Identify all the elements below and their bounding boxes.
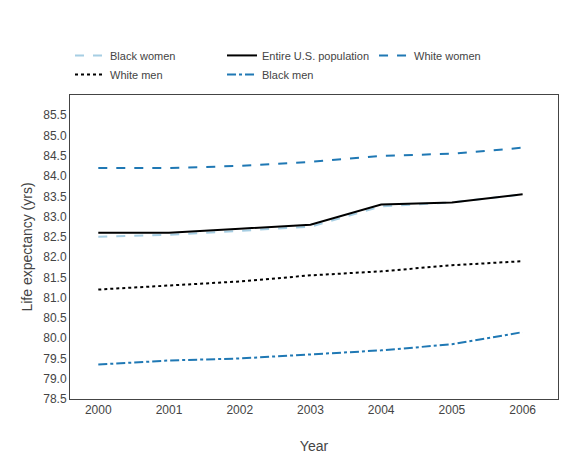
svg-text:85.0: 85.0 (43, 129, 67, 143)
svg-text:85.5: 85.5 (43, 108, 67, 122)
svg-text:2006: 2006 (509, 403, 536, 417)
svg-text:81.5: 81.5 (43, 271, 67, 285)
svg-text:White men: White men (110, 69, 163, 81)
svg-text:2001: 2001 (156, 403, 183, 417)
svg-text:83.0: 83.0 (43, 210, 67, 224)
svg-text:80.0: 80.0 (43, 331, 67, 345)
svg-text:2002: 2002 (226, 403, 253, 417)
svg-text:Year: Year (300, 438, 329, 454)
svg-text:84.0: 84.0 (43, 169, 67, 183)
svg-text:81.0: 81.0 (43, 291, 67, 305)
svg-text:Entire U.S. population: Entire U.S. population (262, 50, 369, 62)
svg-text:2003: 2003 (297, 403, 324, 417)
svg-text:2004: 2004 (368, 403, 395, 417)
svg-text:79.5: 79.5 (43, 352, 67, 366)
svg-text:80.5: 80.5 (43, 311, 67, 325)
svg-text:79.0: 79.0 (43, 372, 67, 386)
svg-text:82.5: 82.5 (43, 230, 67, 244)
svg-text:83.5: 83.5 (43, 190, 67, 204)
svg-text:82.0: 82.0 (43, 250, 67, 264)
svg-text:84.5: 84.5 (43, 149, 67, 163)
svg-text:2000: 2000 (85, 403, 112, 417)
svg-text:Black men: Black men (262, 69, 313, 81)
svg-text:Black women: Black women (110, 50, 175, 62)
svg-text:Life expectancy (yrs): Life expectancy (yrs) (19, 182, 35, 311)
svg-text:2005: 2005 (439, 403, 466, 417)
svg-text:78.5: 78.5 (43, 392, 67, 406)
svg-text:White women: White women (414, 50, 481, 62)
